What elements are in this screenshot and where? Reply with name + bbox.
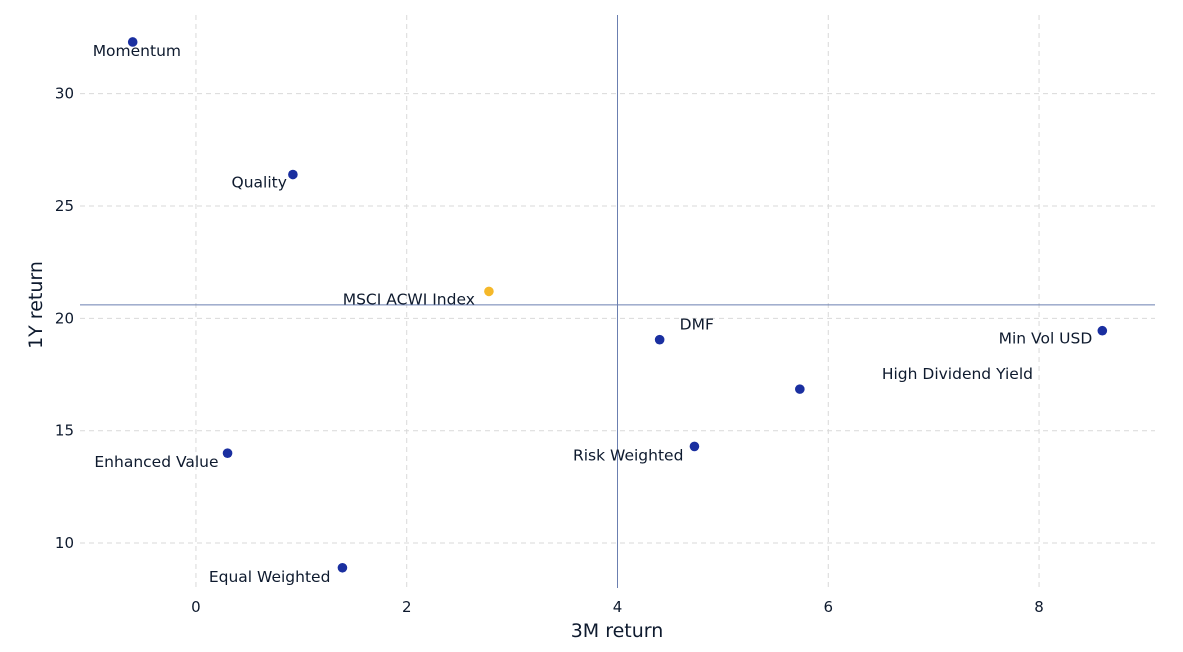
y-tick-label: 20 xyxy=(55,309,74,327)
x-tick-label: 8 xyxy=(1034,598,1044,616)
y-tick-label: 10 xyxy=(55,534,74,552)
data-point xyxy=(654,334,665,345)
data-point xyxy=(484,286,494,297)
data-point xyxy=(288,169,298,180)
y-tick-label: 30 xyxy=(55,85,74,103)
point-label: Risk Weighted xyxy=(573,446,683,464)
data-point xyxy=(127,37,138,47)
y-tick-label: 25 xyxy=(55,197,74,215)
point-label: Momentum xyxy=(93,42,181,60)
data-point xyxy=(795,384,805,394)
point-label: Quality xyxy=(232,174,287,192)
axis-ticks: 0 2 4 6 8 10 15 20 25 30 xyxy=(55,85,1044,616)
x-tick-label: 6 xyxy=(824,598,834,616)
y-tick-label: 15 xyxy=(55,422,74,440)
data-point xyxy=(222,448,233,458)
reference-lines xyxy=(80,15,1155,588)
point-label: MSCI ACWI Index xyxy=(343,290,475,308)
data-point xyxy=(689,441,700,452)
point-label: DMF xyxy=(680,316,714,334)
x-axis-title: 3M return xyxy=(571,620,664,642)
point-label: Equal Weighted xyxy=(209,568,331,586)
x-tick-label: 4 xyxy=(613,598,623,616)
data-point xyxy=(337,562,348,573)
point-label: Min Vol USD xyxy=(999,330,1093,348)
y-axis-title: 1Y return xyxy=(25,261,47,349)
point-labels: Momentum Quality MSCI ACWI Index DMF Min Vol… xyxy=(93,42,1093,586)
x-tick-label: 0 xyxy=(191,598,201,616)
x-tick-label: 2 xyxy=(402,598,412,616)
point-label: High Dividend Yield xyxy=(882,365,1033,383)
data-point xyxy=(1097,325,1108,336)
point-label: Enhanced Value xyxy=(94,453,218,471)
data-points xyxy=(127,37,1108,573)
